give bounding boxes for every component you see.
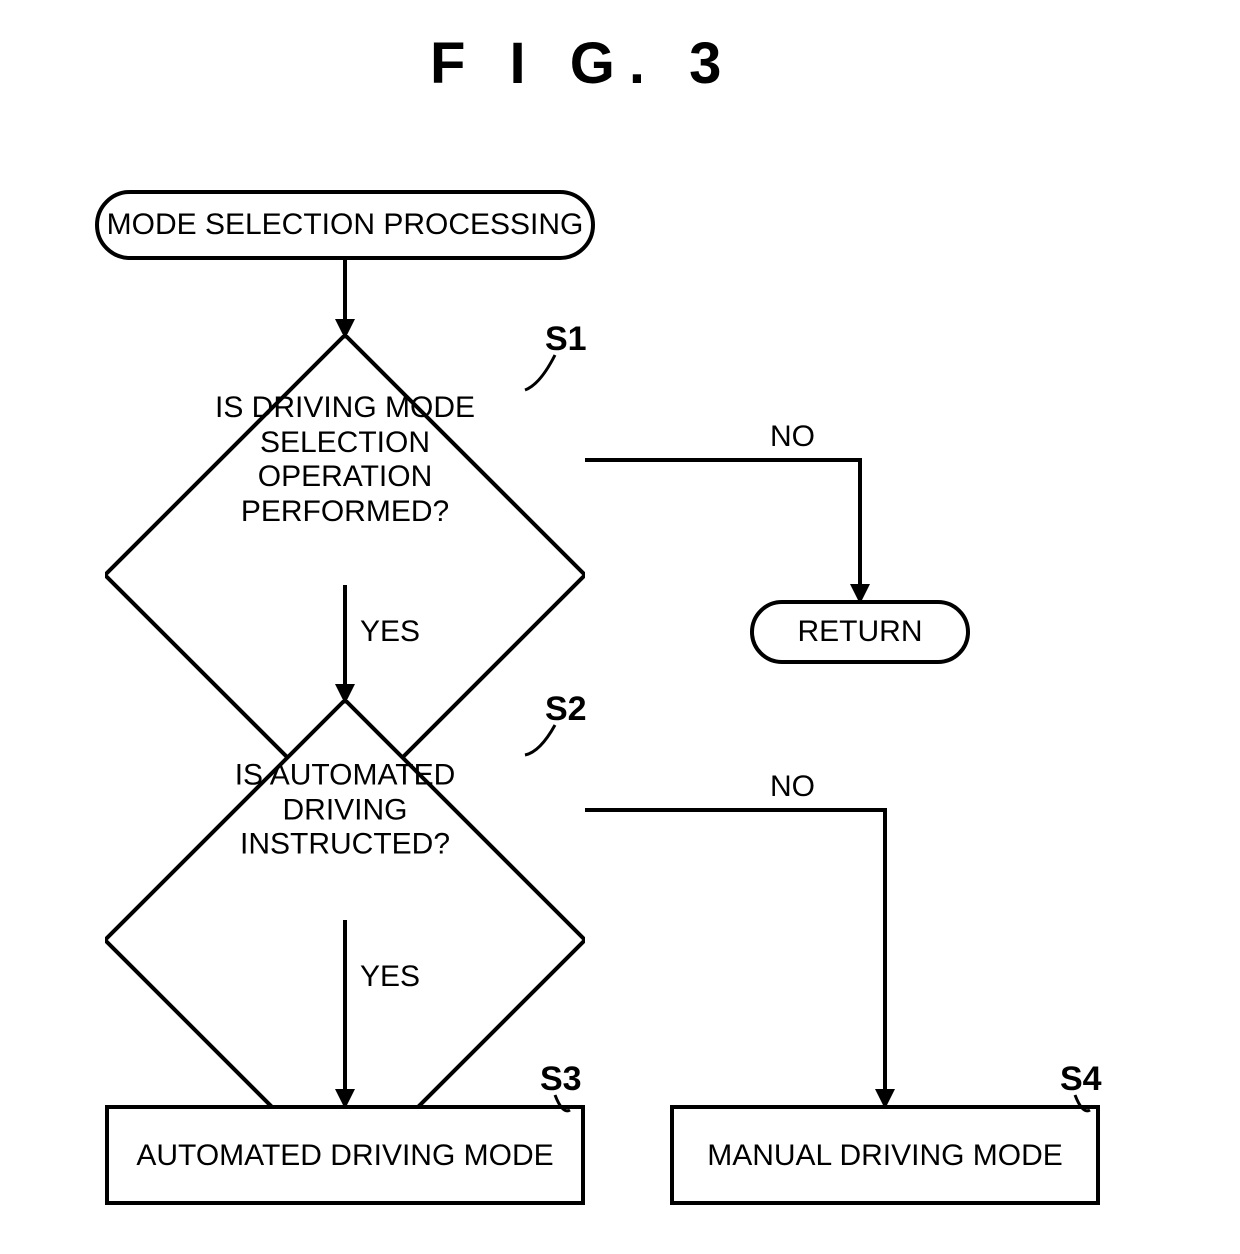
node-p4: MANUAL DRIVING MODE bbox=[670, 1105, 1100, 1205]
step-label-s1: S1 bbox=[545, 320, 587, 359]
step-label-s2: S2 bbox=[545, 690, 587, 729]
node-p4-text: MANUAL DRIVING MODE bbox=[707, 1139, 1063, 1172]
node-d2: IS AUTOMATEDDRIVING INSTRUCTED? bbox=[105, 700, 585, 920]
node-start: MODE SELECTION PROCESSING bbox=[95, 190, 595, 260]
edge-label-4: NO bbox=[770, 770, 815, 804]
node-start-text: MODE SELECTION PROCESSING bbox=[107, 209, 584, 241]
node-return: RETURN bbox=[750, 600, 970, 664]
node-d1-text: IS DRIVING MODESELECTION OPERATIONPERFOR… bbox=[177, 391, 513, 529]
node-return-text: RETURN bbox=[798, 616, 923, 648]
edge-label-3: YES bbox=[360, 960, 420, 994]
node-p3-text: AUTOMATED DRIVING MODE bbox=[136, 1139, 553, 1172]
node-d2-text: IS AUTOMATEDDRIVING INSTRUCTED? bbox=[177, 758, 513, 862]
node-p3: AUTOMATED DRIVING MODE bbox=[105, 1105, 585, 1205]
figure-title: F I G. 3 bbox=[430, 30, 735, 97]
step-label-s4: S4 bbox=[1060, 1060, 1102, 1099]
edge-label-2: NO bbox=[770, 420, 815, 454]
step-label-s3: S3 bbox=[540, 1060, 582, 1099]
flowchart-canvas: F I G. 3 MODE SELECTION PROCESSING IS DR… bbox=[0, 0, 1240, 1254]
edge-label-1: YES bbox=[360, 615, 420, 649]
node-d1: IS DRIVING MODESELECTION OPERATIONPERFOR… bbox=[105, 335, 585, 585]
